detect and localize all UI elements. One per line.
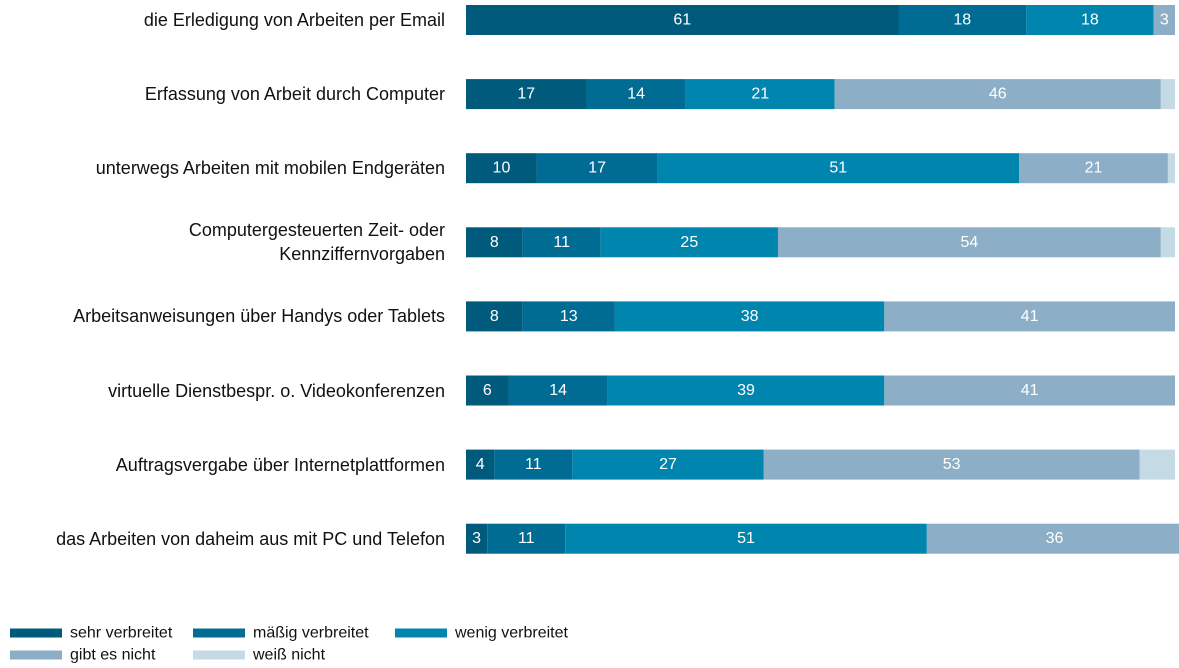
category-label: Computergesteuerten Zeit- oder Kennziffe… [188, 220, 445, 265]
data-label: 11 [518, 530, 535, 547]
data-label: 13 [560, 308, 578, 325]
bar-segment [466, 375, 509, 406]
data-label: 3 [472, 530, 481, 547]
category-label: virtuelle Dienstbespr. o. Videokonferenz… [108, 380, 445, 401]
data-label: 4 [476, 456, 485, 473]
bar-segment [657, 153, 1020, 184]
bar-segment [926, 523, 1179, 554]
data-label: 27 [659, 456, 677, 473]
data-label: 17 [588, 160, 606, 177]
data-label: 53 [943, 456, 961, 473]
bar-segment [1139, 449, 1175, 480]
bar-segment [1160, 227, 1175, 258]
data-label: 61 [673, 12, 691, 29]
data-label: 51 [829, 160, 847, 177]
bar-segment [487, 523, 566, 554]
data-label: 14 [549, 382, 567, 399]
data-label: 11 [553, 234, 570, 251]
data-label: 17 [517, 86, 535, 103]
bar-segment [884, 375, 1175, 406]
data-label: 6 [483, 382, 492, 399]
category-label: Arbeitsanweisungen über Handys oder Tabl… [73, 306, 445, 327]
bar-segment [494, 449, 573, 480]
category-label: die Erledigung von Arbeiten per Email [143, 10, 445, 30]
bar-segment [466, 5, 899, 35]
data-label: 41 [1021, 382, 1039, 399]
legend-label: wenig verbreitet [454, 625, 569, 642]
bar-segment [508, 375, 608, 406]
bar-segment [1019, 153, 1168, 184]
data-label: 18 [953, 12, 971, 29]
bar-segment [1167, 153, 1175, 184]
bar-segment [466, 227, 523, 258]
bar-segment [1160, 79, 1175, 110]
legend-label: weiß nicht [252, 647, 326, 664]
data-label: 51 [737, 530, 755, 547]
data-label: 39 [737, 382, 755, 399]
data-label: 54 [960, 234, 978, 251]
bar-segment [834, 79, 1161, 110]
legend-label: sehr verbreitet [70, 625, 173, 642]
category-label: Auftragsvergabe über Internetplattformen [115, 454, 445, 475]
category-label: unterwegs Arbeiten mit mobilen Endgeräte… [95, 158, 445, 179]
data-label: 46 [989, 86, 1007, 103]
legend-swatch [395, 628, 447, 638]
data-label: 11 [525, 456, 542, 473]
category-label: Erfassung von Arbeit durch Computer [144, 84, 445, 105]
bar-segment [777, 227, 1161, 258]
data-label: 21 [1085, 160, 1103, 177]
bar-segment [522, 227, 601, 258]
bar-segment [522, 301, 615, 332]
bar-segment [466, 79, 587, 110]
bar-segment [586, 79, 686, 110]
bar-segment [607, 375, 885, 406]
bar-segment [572, 449, 764, 480]
legend-label: mäßig verbreitet [253, 625, 369, 642]
legend-swatch [10, 628, 62, 638]
legend-swatch [193, 650, 245, 660]
bar-segment [898, 5, 1027, 35]
data-label: 38 [741, 308, 759, 325]
bar-segment [1026, 5, 1154, 35]
bar-segment [466, 153, 537, 184]
bar-segment [884, 301, 1175, 332]
bar-segment [763, 449, 1140, 480]
bar-segment [600, 227, 778, 258]
legend-swatch [10, 650, 62, 660]
data-label: 21 [751, 86, 769, 103]
bar-segment [466, 449, 495, 480]
data-label: 41 [1021, 308, 1039, 325]
category-label: das Arbeiten von daheim aus mit PC und T… [56, 528, 445, 549]
data-label: 10 [493, 160, 511, 177]
legend-label: gibt es nicht [70, 647, 156, 664]
legend-swatch [193, 628, 245, 638]
bar-segment [536, 153, 658, 184]
data-label: 18 [1081, 12, 1099, 29]
data-label: 25 [680, 234, 698, 251]
bar-segment [614, 301, 885, 332]
bar-segment [685, 79, 835, 110]
data-label: 14 [627, 86, 645, 103]
data-label: 3 [1160, 12, 1169, 29]
bar-segment [466, 523, 488, 554]
data-label: 8 [490, 234, 499, 251]
bar-segment [565, 523, 927, 554]
data-label: 36 [1046, 530, 1064, 547]
bar-segment [466, 301, 523, 332]
bar-segment [1153, 5, 1175, 35]
data-label: 8 [490, 308, 499, 325]
